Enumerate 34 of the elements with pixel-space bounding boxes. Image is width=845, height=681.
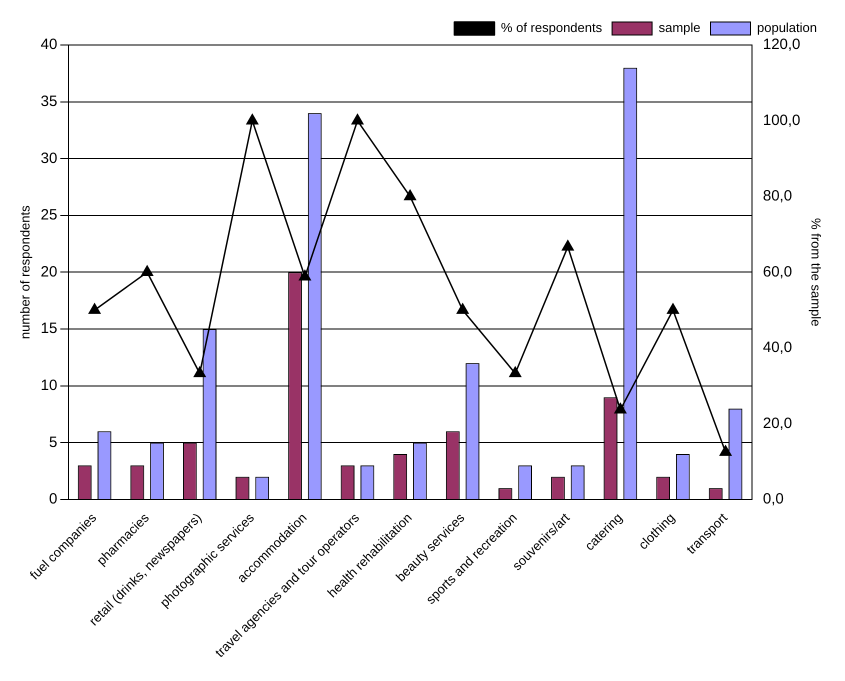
point [88, 303, 101, 314]
y-tick-label: 10 [40, 376, 58, 394]
point [141, 265, 154, 276]
y2-tick-label: 40,0 [762, 339, 792, 356]
point [246, 114, 258, 124]
point [298, 270, 311, 281]
y2-axis-title: % from the sample [808, 218, 824, 326]
point [667, 303, 679, 314]
y-tick-label: 30 [40, 150, 58, 167]
legend-label: % of respondents [500, 20, 603, 36]
point [352, 114, 364, 124]
point [509, 366, 522, 378]
legend-label: sample [658, 20, 701, 36]
y-tick-label: 0 [48, 490, 58, 508]
y2-tick-label: 60,0 [762, 263, 792, 280]
point [562, 240, 574, 251]
point [614, 402, 626, 414]
legend-label: population [757, 20, 817, 36]
y-axis-title: number of respondents [17, 204, 32, 340]
y2-tick-label: 0,0 [762, 490, 784, 508]
y-tick-label: 5 [48, 434, 58, 451]
point [456, 303, 469, 314]
point [404, 190, 416, 200]
y2-tick-label: 100,0 [762, 112, 800, 129]
point [194, 366, 206, 378]
y-tick-label: 35 [40, 92, 58, 110]
y2-tick-label: 20,0 [762, 414, 792, 432]
y-tick-label: 40 [40, 36, 58, 54]
y-tick-label: 20 [40, 263, 58, 280]
y2-tick-label: 80,0 [762, 188, 792, 205]
y-tick-label: 15 [40, 320, 58, 338]
y-tick-label: 25 [40, 206, 58, 224]
point [720, 445, 732, 456]
y2-tick-label: 120,0 [762, 36, 800, 54]
